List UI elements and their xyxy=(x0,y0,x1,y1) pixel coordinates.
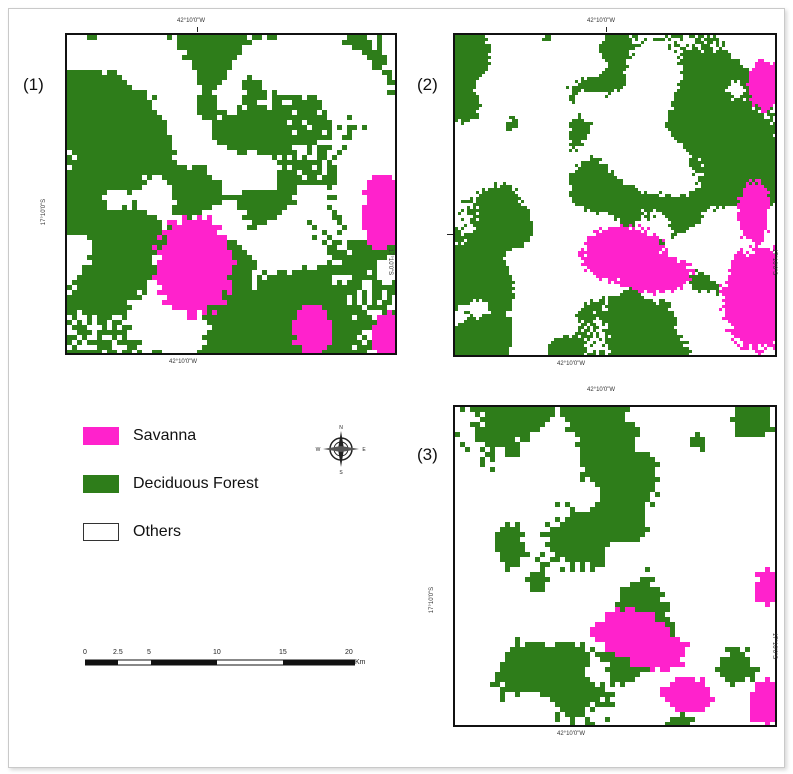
forest-cover xyxy=(67,35,395,353)
legend-label-forest: Deciduous Forest xyxy=(133,475,259,492)
scale-tick-0: 0 xyxy=(83,649,87,656)
legend-label-savanna: Savanna xyxy=(133,427,197,444)
legend-swatch-others xyxy=(83,523,119,541)
legend-swatch-savanna xyxy=(83,427,119,445)
savanna-cover xyxy=(590,567,775,725)
scale-tick-1: 2.5 xyxy=(113,649,123,656)
panel-1-coord-bottom: 42°10'0"W xyxy=(169,359,198,365)
savanna-cover xyxy=(578,59,775,355)
panel-3-coord-right: 17°10'0"S xyxy=(771,632,778,660)
panel-3-coord-bottom: 42°10'0"W xyxy=(557,731,586,737)
legend-item-forest: Deciduous Forest xyxy=(83,475,258,493)
panel-1-tick-top xyxy=(197,27,198,32)
north-arrow-icon: N S E W xyxy=(316,425,367,475)
legend-swatch-forest xyxy=(83,475,119,493)
scale-tick-3: 10 xyxy=(213,649,221,656)
east-letter: E xyxy=(362,447,366,453)
panel-2-label: (2) xyxy=(417,75,438,94)
west-letter: W xyxy=(316,447,321,453)
panel-1-coord-left: 17°10'0"S xyxy=(41,198,48,226)
map-panel-1-raster xyxy=(67,35,395,353)
south-letter: S xyxy=(339,470,343,475)
savanna-cover xyxy=(152,175,395,353)
panel-1-coord-right: 17°10'0"S xyxy=(387,248,394,276)
scale-tick-4: 15 xyxy=(279,649,287,656)
panel-2-coord-bottom: 42°10'0"W xyxy=(557,361,586,367)
legend-item-others: Others xyxy=(83,523,181,541)
panel-2-tick-top xyxy=(606,27,607,32)
scale-tick-5: 20 xyxy=(345,649,353,656)
panel-1-coord-top: 42°10'0"W xyxy=(177,18,206,24)
map-panel-3-raster xyxy=(455,407,775,725)
map-panel-1 xyxy=(65,33,397,355)
panel-1-label: (1) xyxy=(23,75,44,94)
scale-unit: Km xyxy=(355,659,366,666)
map-panel-2 xyxy=(453,33,777,357)
panel-3-label: (3) xyxy=(417,445,438,464)
panel-3-coord-left: 17°10'0"S xyxy=(429,586,436,614)
panel-2-coord-top: 42°10'0"W xyxy=(587,18,616,24)
figure-frame: (1) 42°10'0"W 17°10'0"S 17°10'0"S 42°10'… xyxy=(8,8,785,768)
panel-3-coord-top: 42°10'0"W xyxy=(587,387,616,393)
scale-tick-2: 5 xyxy=(147,649,151,656)
panel-2-tick-left xyxy=(447,234,453,235)
legend-item-savanna: Savanna xyxy=(83,427,196,445)
scale-bar-graphic xyxy=(85,659,355,666)
scale-bar: 0 2.5 5 10 15 20 Km xyxy=(83,649,383,673)
map-panel-3 xyxy=(453,405,777,727)
forest-cover xyxy=(455,407,775,725)
north-letter: N xyxy=(339,425,343,431)
legend-label-others: Others xyxy=(133,523,182,540)
map-panel-2-raster xyxy=(455,35,775,355)
panel-2-coord-right: 17°10'0"S xyxy=(771,248,778,276)
